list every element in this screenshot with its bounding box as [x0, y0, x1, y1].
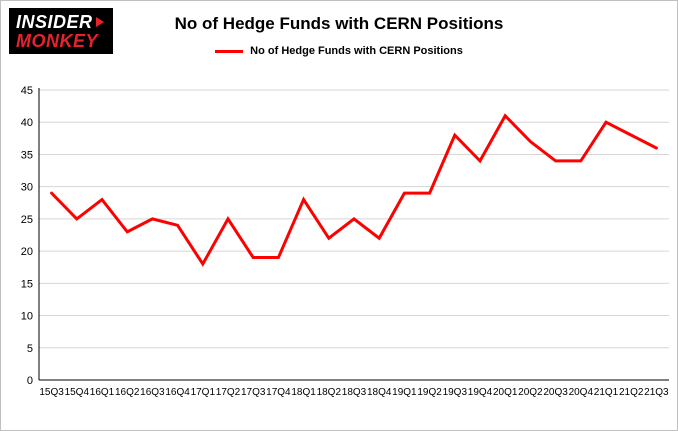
x-axis-label: 16Q3	[140, 387, 165, 398]
x-axis-label: 15Q4	[65, 387, 90, 398]
chart-legend: No of Hedge Funds with CERN Positions	[1, 45, 677, 57]
legend-label: No of Hedge Funds with CERN Positions	[250, 45, 463, 57]
y-axis-label: 20	[21, 246, 33, 258]
x-axis-label: 17Q1	[191, 387, 216, 398]
y-axis-label: 45	[21, 86, 33, 97]
y-axis-label: 30	[21, 182, 33, 194]
x-axis-label: 18Q2	[317, 387, 342, 398]
page-title: No of Hedge Funds with CERN Positions	[174, 14, 504, 33]
x-axis-label: 20Q3	[543, 387, 568, 398]
line-chart: 0 5 10 15 20 25 30 35 40 45 15Q3 15Q4 16Q1 16Q2 16Q3 16…	[21, 86, 669, 398]
x-axis-label: 19Q4	[468, 387, 493, 398]
x-axis-label: 16Q1	[90, 387, 115, 398]
y-axis-label: 5	[27, 343, 33, 355]
x-axis-label: 20Q1	[493, 387, 518, 398]
y-axis-label: 25	[21, 214, 33, 226]
chart-header: No of Hedge Funds with CERN Positions No…	[1, 1, 677, 57]
x-axis-label: 17Q4	[266, 387, 291, 398]
x-axis-label: 17Q2	[216, 387, 241, 398]
y-axis-label: 40	[21, 117, 33, 129]
x-axis-label: 15Q3	[39, 387, 64, 398]
series-line	[50, 113, 658, 267]
x-axis-label: 20Q2	[518, 387, 543, 398]
insider-monkey-logo: INSIDER MONKEY	[9, 8, 113, 54]
x-axis-label: 18Q3	[342, 387, 367, 398]
y-axis-label: 35	[21, 149, 33, 161]
x-axis-label: 16Q2	[115, 387, 140, 398]
x-axis-label: 19Q2	[417, 387, 442, 398]
y-axis-label: 0	[27, 375, 33, 387]
x-axis-label: 16Q4	[165, 387, 190, 398]
logo-text-monkey: MONKEY	[16, 30, 99, 51]
y-axis-label: 15	[21, 278, 33, 290]
x-axis-label: 21Q3	[644, 387, 669, 398]
y-axis-label: 10	[21, 311, 33, 323]
x-axis-label: 18Q1	[291, 387, 316, 398]
x-axis-label: 18Q4	[367, 387, 392, 398]
x-axis-label: 21Q2	[619, 387, 644, 398]
x-axis-label: 19Q1	[392, 387, 417, 398]
x-axis-label: 17Q3	[241, 387, 266, 398]
x-axis-label: 19Q3	[443, 387, 468, 398]
logo-text-insider: INSIDER	[16, 12, 93, 32]
x-axis-label: 21Q1	[594, 387, 619, 398]
legend-line-swatch	[215, 49, 244, 53]
x-axis-label: 20Q4	[569, 387, 594, 398]
logo-arrow-icon	[95, 17, 104, 28]
